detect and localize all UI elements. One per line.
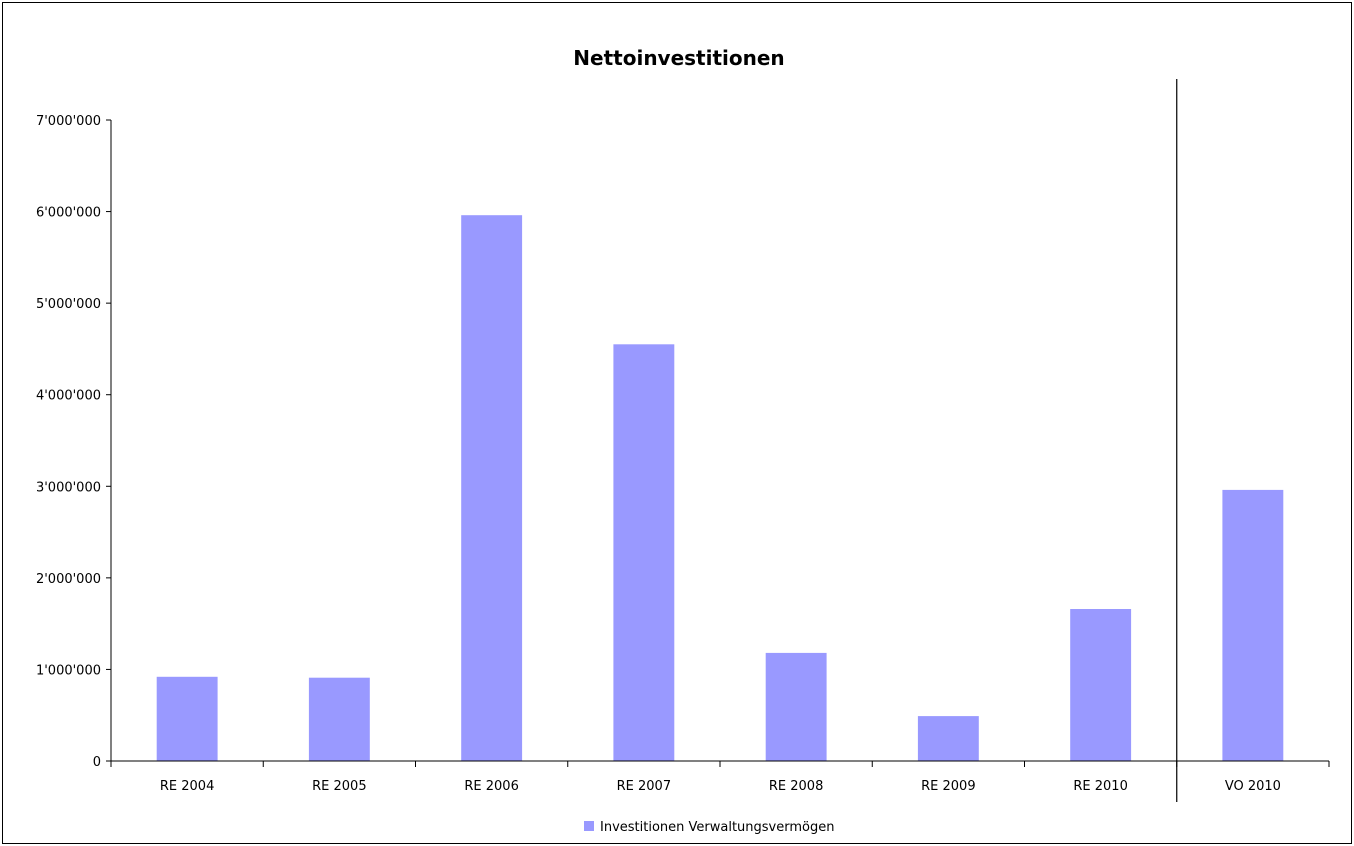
legend-label: Investitionen Verwaltungsvermögen <box>600 820 834 835</box>
x-tick-label: RE 2010 <box>1073 779 1127 794</box>
y-tick-label: 1'000'000 <box>36 663 101 678</box>
x-tick-label: VO 2010 <box>1225 779 1281 794</box>
y-tick-label: 2'000'000 <box>36 572 101 587</box>
chart-title: Nettoinvestitionen <box>573 46 784 70</box>
bar <box>765 652 827 761</box>
bar <box>1222 489 1284 761</box>
y-tick-label: 7'000'000 <box>36 114 101 129</box>
bar <box>156 676 218 761</box>
bar <box>613 344 675 761</box>
x-tick-label: RE 2005 <box>312 779 366 794</box>
bar <box>461 215 523 761</box>
y-tick-label: 6'000'000 <box>36 206 101 221</box>
bar <box>1070 609 1132 761</box>
y-tick-label: 3'000'000 <box>36 480 101 495</box>
x-tick-label: RE 2006 <box>464 779 518 794</box>
x-tick-label: RE 2007 <box>617 779 671 794</box>
x-tick-label: RE 2009 <box>921 779 975 794</box>
bar-chart: Nettoinvestitionen 0 1'000'000 2'000'000 3'… <box>36 46 1330 835</box>
legend: Investitionen Verwaltungsvermögen <box>584 820 834 835</box>
plot-area: 0 1'000'000 2'000'000 3'000'000 4'000'000 5'0… <box>36 79 1330 802</box>
bar <box>308 677 370 761</box>
x-tick-label: RE 2008 <box>769 779 823 794</box>
y-tick-label: 4'000'000 <box>36 389 101 404</box>
x-tick-label: RE 2004 <box>160 779 214 794</box>
y-tick-label: 0 <box>93 755 101 770</box>
legend-swatch <box>584 821 594 831</box>
y-tick-label: 5'000'000 <box>36 297 101 312</box>
bar <box>917 716 979 761</box>
